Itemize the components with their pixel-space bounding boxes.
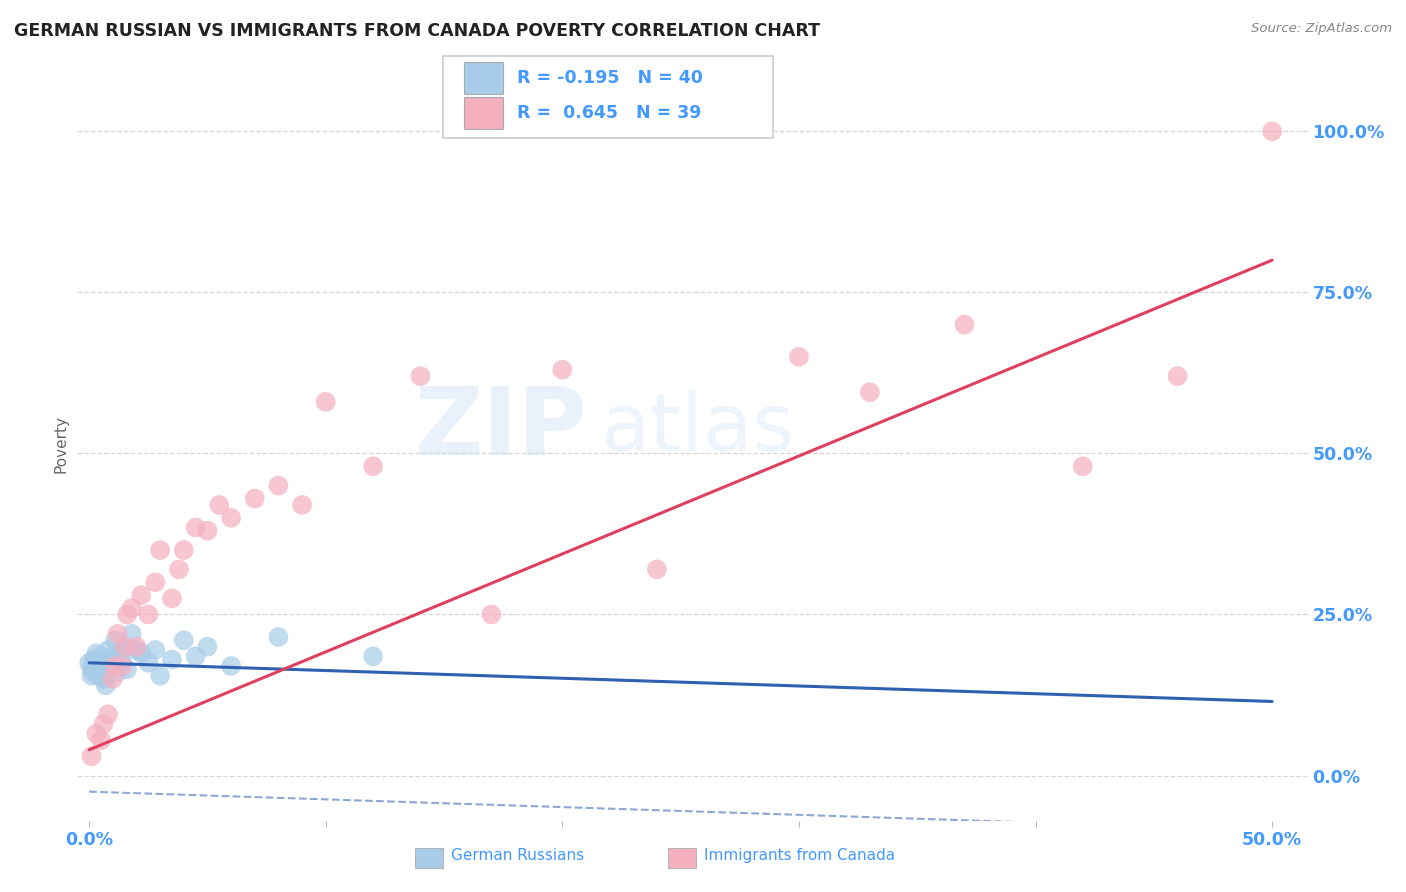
Point bbox=[129, 646, 152, 660]
Y-axis label: Poverty: Poverty bbox=[53, 415, 69, 473]
Point bbox=[101, 672, 124, 686]
Point bbox=[93, 717, 115, 731]
Point bbox=[97, 652, 120, 666]
Point bbox=[267, 478, 290, 492]
Point bbox=[315, 395, 337, 409]
Point bbox=[108, 646, 131, 660]
Point bbox=[197, 524, 219, 538]
Point bbox=[83, 665, 105, 680]
Point bbox=[1166, 369, 1188, 384]
Point bbox=[90, 649, 112, 664]
Point bbox=[160, 652, 183, 666]
Point bbox=[136, 656, 159, 670]
Point bbox=[90, 659, 112, 673]
Point bbox=[361, 459, 384, 474]
Text: R =  0.645   N = 39: R = 0.645 N = 39 bbox=[517, 104, 702, 122]
Point bbox=[551, 362, 574, 376]
Point bbox=[208, 498, 231, 512]
Point bbox=[219, 659, 242, 673]
Point bbox=[197, 640, 219, 654]
Point bbox=[83, 652, 105, 666]
Point bbox=[94, 656, 117, 670]
Point bbox=[114, 640, 136, 654]
Point bbox=[77, 656, 100, 670]
Point bbox=[104, 633, 127, 648]
Point bbox=[243, 491, 266, 506]
Point bbox=[84, 656, 107, 670]
Point bbox=[267, 630, 290, 644]
Point bbox=[160, 591, 183, 606]
Point bbox=[125, 640, 148, 654]
Point bbox=[87, 662, 110, 676]
Point bbox=[97, 707, 120, 722]
Text: GERMAN RUSSIAN VS IMMIGRANTS FROM CANADA POVERTY CORRELATION CHART: GERMAN RUSSIAN VS IMMIGRANTS FROM CANADA… bbox=[14, 22, 820, 40]
Point bbox=[145, 575, 167, 590]
Point bbox=[125, 643, 148, 657]
Point bbox=[93, 665, 115, 680]
Point bbox=[107, 665, 129, 680]
Point bbox=[145, 643, 167, 657]
Text: R = -0.195   N = 40: R = -0.195 N = 40 bbox=[517, 69, 703, 87]
Point bbox=[645, 562, 668, 576]
Point bbox=[409, 369, 432, 384]
Point bbox=[101, 649, 124, 664]
Text: Source: ZipAtlas.com: Source: ZipAtlas.com bbox=[1251, 22, 1392, 36]
Text: Immigrants from Canada: Immigrants from Canada bbox=[704, 848, 896, 863]
Point bbox=[149, 669, 172, 683]
Point bbox=[173, 633, 195, 648]
Point bbox=[97, 643, 120, 657]
Point bbox=[219, 511, 242, 525]
Point bbox=[104, 659, 127, 673]
Point bbox=[101, 656, 124, 670]
Text: German Russians: German Russians bbox=[451, 848, 585, 863]
Point bbox=[1261, 124, 1284, 138]
Point bbox=[111, 656, 134, 670]
Point bbox=[121, 601, 143, 615]
Point bbox=[479, 607, 502, 622]
Point bbox=[167, 562, 190, 576]
Point bbox=[121, 627, 143, 641]
Point bbox=[149, 543, 172, 558]
Point bbox=[361, 649, 384, 664]
Point bbox=[111, 659, 134, 673]
Point bbox=[115, 607, 138, 622]
Point bbox=[129, 588, 152, 602]
Point bbox=[291, 498, 314, 512]
Point bbox=[100, 662, 122, 676]
Point bbox=[83, 659, 105, 673]
Point bbox=[184, 520, 207, 534]
Point bbox=[94, 678, 117, 692]
Point bbox=[80, 749, 103, 764]
Point bbox=[107, 627, 129, 641]
Text: ZIP: ZIP bbox=[415, 383, 588, 475]
Point bbox=[859, 385, 882, 400]
Point bbox=[787, 350, 810, 364]
Point bbox=[93, 672, 115, 686]
Point bbox=[80, 662, 103, 676]
Point bbox=[90, 733, 112, 747]
Point bbox=[136, 607, 159, 622]
Point bbox=[1071, 459, 1094, 474]
Point bbox=[80, 669, 103, 683]
Point bbox=[84, 726, 107, 740]
Point bbox=[84, 646, 107, 660]
Point bbox=[87, 669, 110, 683]
Point bbox=[115, 662, 138, 676]
Point bbox=[184, 649, 207, 664]
Point bbox=[173, 543, 195, 558]
Point bbox=[953, 318, 976, 332]
Point bbox=[114, 640, 136, 654]
Text: atlas: atlas bbox=[600, 390, 794, 467]
